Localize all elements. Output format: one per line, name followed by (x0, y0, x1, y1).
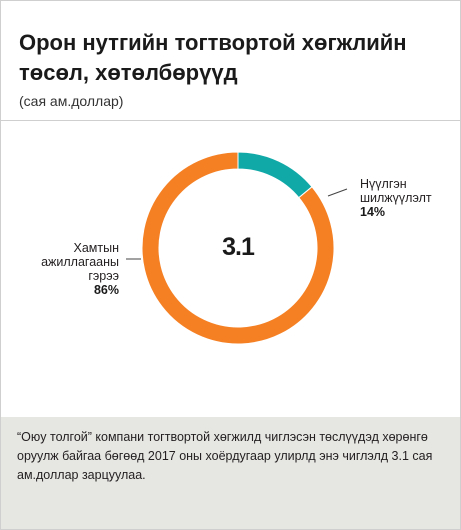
footer-note-panel: “Оюу толгой” компани тогтвортой хөгжилд … (1, 417, 460, 529)
slice-label-resettlement-line-2: шилжүүлэлт (360, 191, 432, 205)
header-divider (1, 120, 460, 121)
slice-label-resettlement-line-1: Нүүлгэн (360, 177, 407, 191)
slice-value-resettlement: 14% (360, 205, 386, 219)
slice-label-cooperation-line-3: гэрээ (88, 269, 119, 283)
footer-note: “Оюу толгой” компани тогтвортой хөгжилд … (17, 430, 433, 482)
chart-subtitle: (сая ам.доллар) (19, 93, 124, 109)
donut-slice-cooperation (141, 151, 335, 345)
slice-label-cooperation-line-2: ажиллагааны (41, 255, 119, 269)
donut-center-value: 3.1 (222, 233, 255, 261)
slice-label-cooperation: Хамтын ажиллагааны гэрээ 86% (25, 241, 119, 297)
donut-slice-resettlement (237, 151, 313, 199)
donut-slices (141, 151, 335, 345)
slice-value-cooperation: 86% (93, 283, 119, 297)
donut-chart: 3.1 (126, 151, 348, 345)
leader-line-resettlement (327, 188, 348, 197)
chart-title: Орон нутгийн тогтвортой хөгжлийн төсөл, … (19, 30, 407, 85)
slice-label-resettlement: Нүүлгэн шилжүүлэлт 14% (360, 177, 455, 219)
slice-label-cooperation-line-1: Хамтын (73, 241, 120, 255)
